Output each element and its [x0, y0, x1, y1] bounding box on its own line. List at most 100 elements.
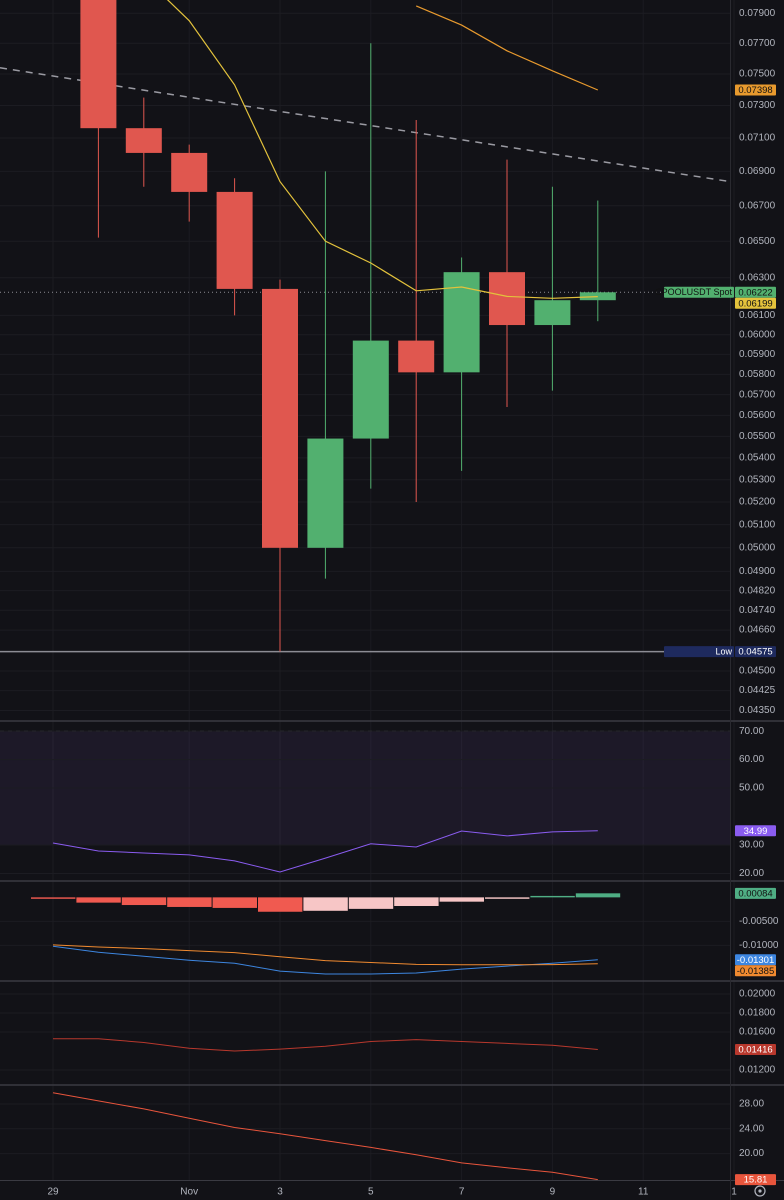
x-tick-label: 3 — [277, 1187, 283, 1198]
histogram-bar — [348, 897, 394, 909]
y-tick-label: 0.06000 — [739, 329, 776, 340]
y-tick-label: 0.05600 — [739, 410, 776, 421]
histogram-bar — [167, 897, 212, 907]
y-tick-label: 70.00 — [739, 726, 764, 737]
settings-icon-dot — [758, 1189, 762, 1193]
tag-label: CPOOLUSDT Spot — [655, 287, 732, 297]
price-tag — [735, 646, 776, 658]
y-tick-label: 60.00 — [739, 754, 764, 765]
price-tag — [735, 297, 776, 309]
y-tick-label: 0.07500 — [739, 69, 776, 80]
histogram-bar — [76, 897, 121, 903]
y-tick-label: 0.05500 — [739, 431, 776, 442]
y-tick-label: 0.06700 — [739, 200, 776, 211]
candle-body — [489, 272, 525, 326]
panel-4 — [52, 1092, 598, 1180]
x-tick-label: 11 — [638, 1187, 649, 1198]
x-tick-label: 7 — [459, 1187, 465, 1198]
y-tick-label: 0.07300 — [739, 100, 776, 111]
y-tick-label: 0.01800 — [739, 1008, 776, 1019]
histogram-bar — [575, 893, 621, 898]
histogram-bar — [394, 897, 439, 906]
candle-body — [80, 0, 117, 129]
y-tick-label: 30.00 — [739, 840, 764, 851]
histogram-bar — [31, 897, 76, 899]
price-tag-text: 0.04575 — [738, 647, 772, 658]
candle-body — [443, 272, 480, 373]
y-tick-label: 0.01600 — [739, 1027, 776, 1038]
y-tick-label: 0.07100 — [739, 133, 776, 144]
y-tick-label: 20.00 — [739, 1148, 764, 1159]
indicator-line — [52, 830, 598, 873]
y-tick-label: 20.00 — [739, 868, 764, 879]
histogram-bar — [121, 897, 167, 906]
price-tag — [735, 1174, 776, 1186]
candle-body — [262, 288, 298, 548]
price-tag — [735, 954, 776, 966]
y-tick-label: 0.05800 — [739, 369, 776, 380]
price-tag-text: 0.01416 — [738, 1045, 772, 1056]
x-tick-label: 5 — [368, 1187, 374, 1198]
y-tick-label: 0.04425 — [739, 685, 776, 696]
price-tag-text: -0.01301 — [737, 955, 775, 966]
y-tick-label: 0.05000 — [739, 542, 776, 553]
y-tick-label: 0.05100 — [739, 519, 776, 530]
y-tick-label: 0.04820 — [739, 585, 776, 596]
indicator-line — [166, 0, 598, 299]
indicator-line — [52, 1092, 598, 1180]
y-tick-label: -0.01000 — [739, 940, 779, 951]
y-tick-label: 0.02000 — [739, 989, 776, 1000]
x-tick-label: 1 — [731, 1187, 737, 1198]
candle-body — [171, 152, 208, 192]
y-tick-label: 0.04900 — [739, 566, 776, 577]
histogram-bar — [439, 897, 484, 902]
histogram-bar — [258, 897, 303, 912]
histogram-bar — [212, 897, 257, 908]
y-tick-label: 0.05300 — [739, 474, 776, 485]
histogram-bar — [485, 897, 530, 899]
y-tick-label: 0.06500 — [739, 236, 776, 247]
price-tag-text: -0.01385 — [737, 966, 775, 977]
indicator-line — [52, 944, 598, 966]
y-tick-label: 24.00 — [739, 1123, 764, 1134]
price-tag — [735, 965, 776, 977]
tag-label-box — [664, 286, 734, 298]
candle-body — [398, 340, 435, 373]
candle-body — [579, 292, 616, 301]
price-tag-text: 15.81 — [744, 1175, 768, 1186]
candle-body — [307, 438, 344, 548]
price-tag — [735, 887, 776, 899]
x-tick-label: 29 — [47, 1187, 59, 1198]
panel-2 — [31, 893, 621, 975]
trendline — [0, 67, 730, 183]
settings-icon — [754, 1185, 766, 1197]
y-tick-label: 0.05200 — [739, 497, 776, 508]
y-tick-label: 0.06300 — [739, 272, 776, 283]
panel-3 — [53, 1038, 598, 1052]
price-tag-text: 0.06222 — [738, 287, 772, 298]
y-tick-label: 0.04660 — [739, 625, 776, 636]
price-tag — [735, 84, 776, 96]
price-tag — [735, 286, 776, 298]
x-tick-label: 9 — [550, 1187, 556, 1198]
y-tick-label: 0.06100 — [739, 310, 776, 321]
price-tag — [735, 1043, 776, 1055]
candle-body — [352, 340, 389, 439]
y-tick-label: -0.00500 — [739, 916, 779, 927]
candle-body — [216, 191, 253, 289]
y-tick-label: 0.05400 — [739, 453, 776, 464]
y-tick-label: 0.01200 — [739, 1065, 776, 1076]
y-tick-label: 0.05700 — [739, 389, 776, 400]
y-tick-label: 0.04350 — [739, 705, 776, 716]
histogram-bar — [303, 897, 348, 911]
candle-body — [125, 128, 162, 153]
indicator-line — [53, 1038, 598, 1052]
price-tag-text: 0.07398 — [738, 85, 772, 96]
price-tag-text: 0.06199 — [738, 298, 772, 309]
y-tick-label: 0.07900 — [739, 8, 776, 19]
price-tag-text: 0.00084 — [738, 888, 772, 899]
indicator-line — [415, 5, 599, 91]
